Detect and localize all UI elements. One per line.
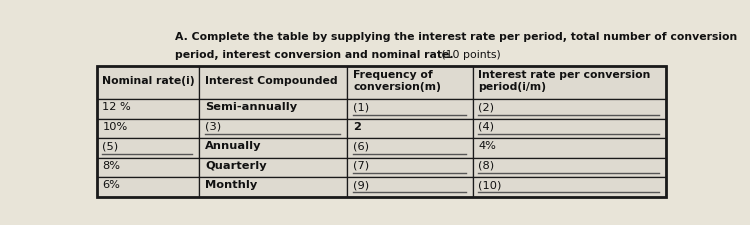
- Bar: [347, 66, 472, 99]
- Text: (10): (10): [478, 180, 502, 190]
- Text: (5): (5): [103, 141, 118, 151]
- Bar: [200, 138, 347, 158]
- Text: (7): (7): [353, 161, 369, 171]
- Bar: [472, 66, 666, 99]
- Bar: [347, 99, 472, 119]
- Text: (10 points): (10 points): [438, 50, 500, 60]
- Text: Interest Compounded: Interest Compounded: [205, 76, 338, 86]
- Bar: [200, 158, 347, 177]
- Text: Frequency of
conversion(m): Frequency of conversion(m): [353, 70, 441, 92]
- Bar: [97, 99, 200, 119]
- Bar: [472, 138, 666, 158]
- Bar: [97, 66, 200, 99]
- Text: 2: 2: [353, 122, 361, 132]
- Bar: [200, 119, 347, 138]
- Text: 4%: 4%: [478, 141, 496, 151]
- Bar: [97, 177, 200, 197]
- Text: (4): (4): [478, 122, 494, 132]
- Text: A. Complete the table by supplying the interest rate per period, total number of: A. Complete the table by supplying the i…: [175, 32, 737, 42]
- Text: (8): (8): [478, 161, 494, 171]
- Bar: [347, 138, 472, 158]
- Text: 6%: 6%: [103, 180, 120, 190]
- Bar: [347, 119, 472, 138]
- Text: Monthly: Monthly: [205, 180, 257, 190]
- Bar: [97, 138, 200, 158]
- Text: Annually: Annually: [205, 141, 262, 151]
- Text: 8%: 8%: [103, 161, 121, 171]
- Bar: [347, 177, 472, 197]
- Bar: [472, 99, 666, 119]
- Bar: [472, 177, 666, 197]
- Bar: [472, 158, 666, 177]
- Text: (2): (2): [478, 102, 494, 112]
- Text: (3): (3): [205, 122, 221, 132]
- Text: 10%: 10%: [103, 122, 128, 132]
- Text: Nominal rate(i): Nominal rate(i): [103, 76, 195, 86]
- Text: (9): (9): [353, 180, 369, 190]
- Text: period, interest conversion and nominal rate.: period, interest conversion and nominal …: [175, 50, 454, 60]
- Bar: [97, 158, 200, 177]
- Bar: [97, 119, 200, 138]
- Text: Semi-annually: Semi-annually: [205, 102, 297, 112]
- Text: (6): (6): [353, 141, 369, 151]
- Text: 12 %: 12 %: [103, 102, 131, 112]
- Bar: [97, 66, 666, 197]
- Text: (1): (1): [353, 102, 369, 112]
- Text: Quarterly: Quarterly: [205, 161, 267, 171]
- Bar: [347, 158, 472, 177]
- Bar: [200, 177, 347, 197]
- Bar: [472, 119, 666, 138]
- Bar: [200, 99, 347, 119]
- Bar: [200, 66, 347, 99]
- Text: Interest rate per conversion
period(i/m): Interest rate per conversion period(i/m): [478, 70, 651, 92]
